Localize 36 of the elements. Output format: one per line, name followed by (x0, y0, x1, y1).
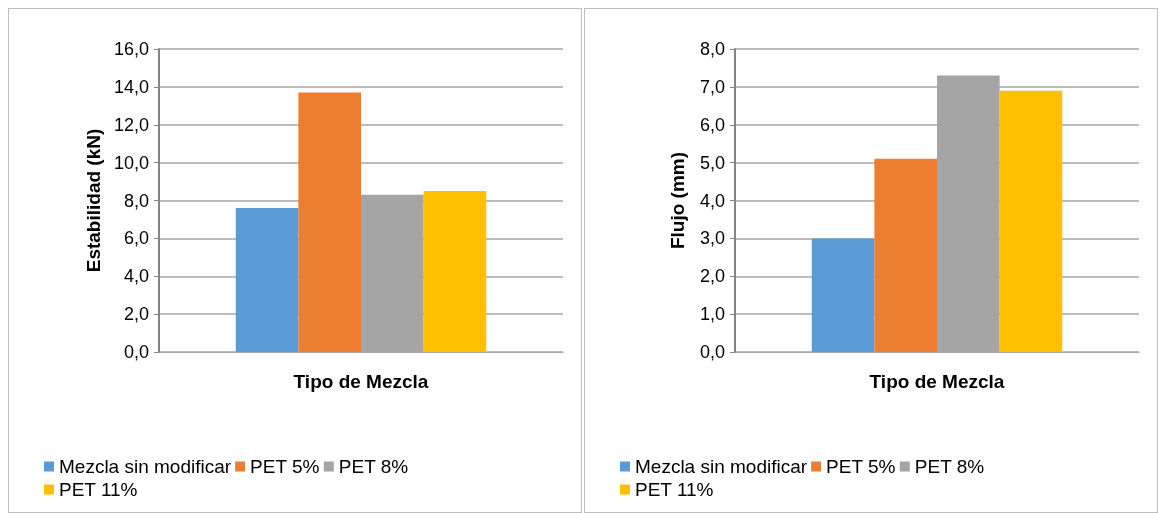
y-tick-label: 8,0 (123, 190, 149, 211)
legend-label: PET 11% (59, 479, 138, 500)
bar (235, 208, 299, 352)
y-tick-label: 4,0 (123, 266, 149, 287)
bar (423, 191, 487, 352)
y-tick-label: 8,0 (699, 39, 725, 59)
y-tick-label: 16,0 (113, 39, 149, 59)
x-axis-title: Tipo de Mezcla (293, 371, 429, 392)
bar (811, 238, 875, 352)
bar (298, 92, 361, 352)
legend-label: PET 8% (338, 456, 409, 477)
y-tick-label: 12,0 (113, 114, 149, 135)
y-tick-label: 3,0 (699, 228, 725, 249)
y-tick-label: 0,0 (699, 342, 725, 362)
legend-label: PET 8% (914, 456, 985, 477)
y-tick-label: 14,0 (113, 76, 149, 97)
y-tick-label: 6,0 (123, 228, 149, 249)
y-tick-label: 2,0 (699, 266, 725, 287)
bar (874, 158, 937, 352)
legend-label: PET 5% (250, 456, 320, 477)
y-axis-title: Estabilidad (kN) (83, 128, 105, 273)
legend-label: PET 11% (635, 479, 714, 500)
legend-label: PET 5% (826, 456, 896, 477)
bar (999, 90, 1063, 352)
y-tick-label: 7,0 (699, 76, 725, 97)
y-tick-label: 2,0 (123, 304, 149, 325)
y-tick-label: 1,0 (699, 304, 725, 325)
legend-label: Mezcla sin modificar (635, 456, 808, 477)
y-axis-title: Flujo (mm) (667, 151, 688, 250)
y-tick-label: 0,0 (123, 342, 149, 362)
y-tick-label: 5,0 (699, 152, 725, 173)
y-tick-label: 10,0 (113, 152, 149, 173)
y-tick-label: 6,0 (699, 114, 725, 135)
legend-label: Mezcla sin modificar (59, 456, 232, 477)
x-axis-title: Tipo de Mezcla (869, 371, 1005, 392)
y-tick-label: 4,0 (699, 190, 725, 211)
